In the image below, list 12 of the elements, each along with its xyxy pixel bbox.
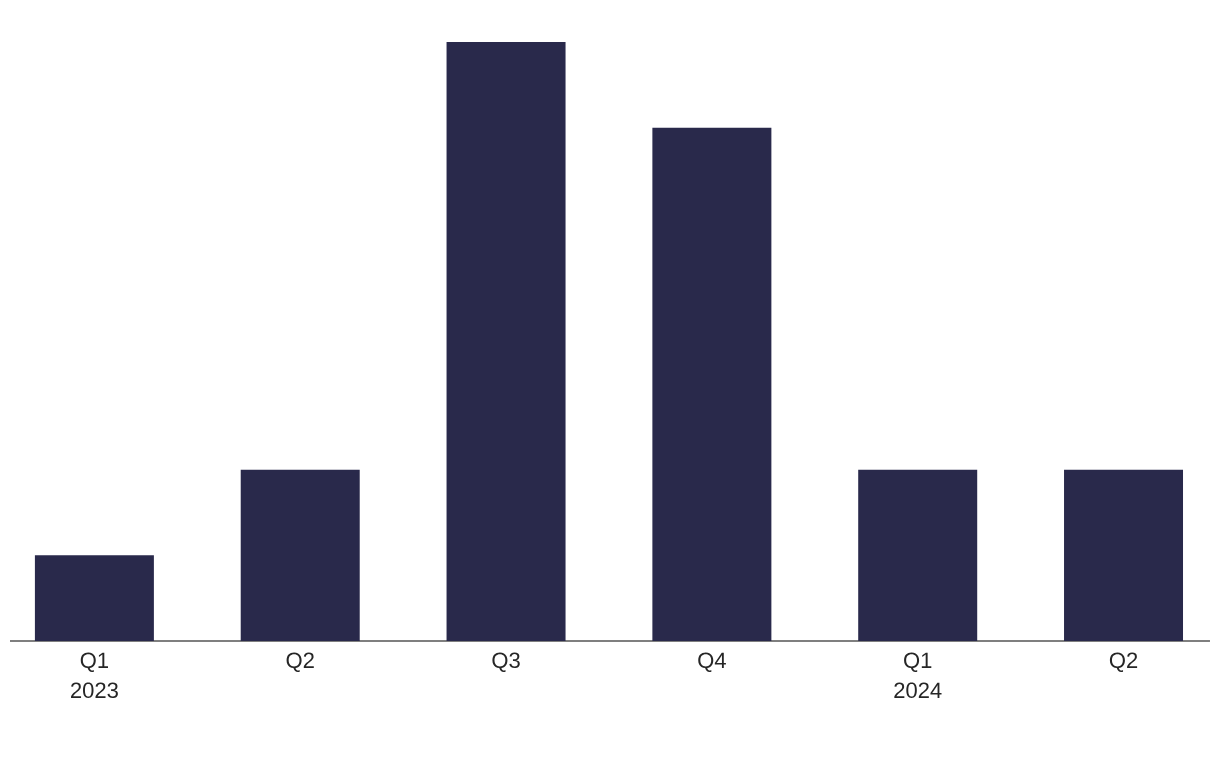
x-tick-label: Q3 [492,652,520,673]
bar [652,127,772,641]
x-tick-label: Q2 [286,652,314,673]
bar [34,555,154,641]
x-tick-label: Q1 2023 [71,652,118,699]
bar [858,469,978,641]
x-tick-label: Q4 [698,652,726,673]
x-tick-label: Q1 2024 [894,652,942,699]
bar [240,469,360,641]
bar [446,41,566,641]
x-tick-label: Q2 [1109,652,1138,673]
bar [1064,469,1184,641]
